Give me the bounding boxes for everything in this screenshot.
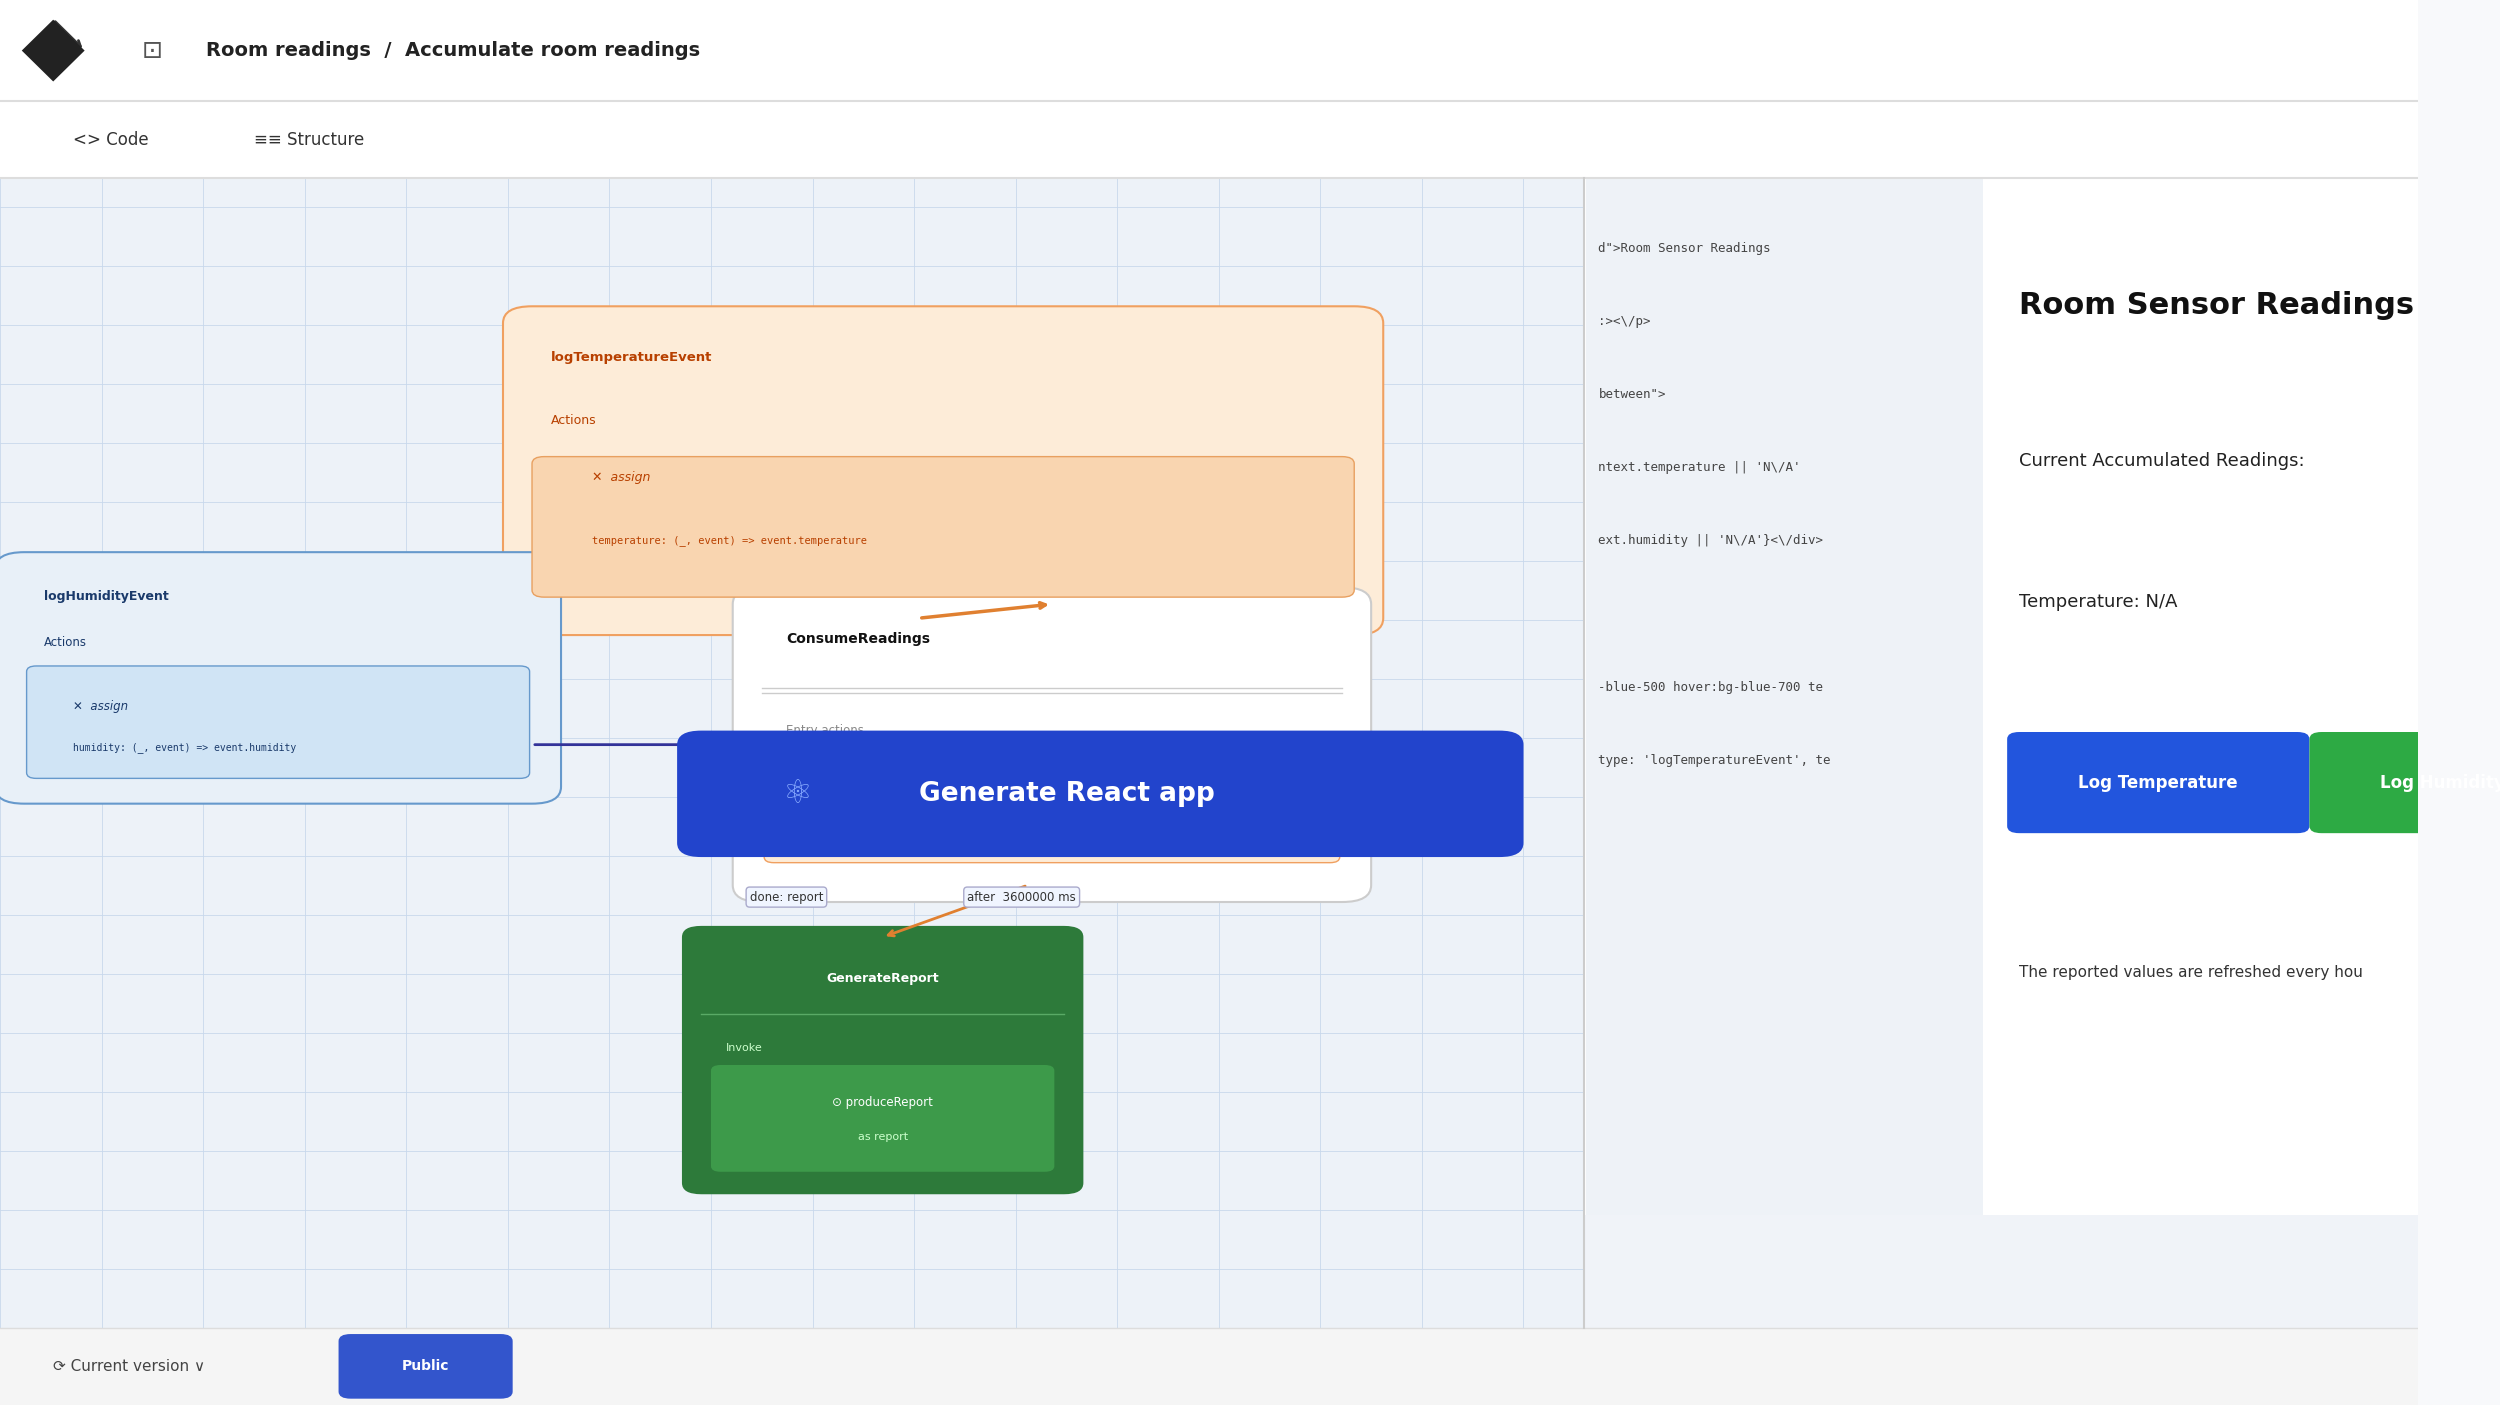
Text: Log Humidity: Log Humidity bbox=[2380, 774, 2500, 791]
FancyBboxPatch shape bbox=[1585, 178, 2418, 1328]
FancyBboxPatch shape bbox=[338, 1335, 512, 1399]
Text: ⚛: ⚛ bbox=[782, 777, 812, 811]
FancyBboxPatch shape bbox=[1585, 178, 2418, 1215]
FancyBboxPatch shape bbox=[2008, 732, 2310, 833]
FancyBboxPatch shape bbox=[0, 178, 1585, 1328]
FancyBboxPatch shape bbox=[710, 1065, 1055, 1172]
FancyBboxPatch shape bbox=[28, 666, 530, 778]
FancyBboxPatch shape bbox=[732, 587, 1370, 902]
Text: Actions: Actions bbox=[42, 636, 88, 649]
FancyBboxPatch shape bbox=[503, 306, 1383, 635]
Text: humidity: (_, event) => event.humidity: humidity: (_, event) => event.humidity bbox=[72, 742, 295, 753]
FancyBboxPatch shape bbox=[0, 0, 2418, 101]
Text: <> Code: <> Code bbox=[72, 131, 148, 149]
Text: Entry actions: Entry actions bbox=[785, 724, 865, 736]
FancyBboxPatch shape bbox=[0, 1328, 2418, 1405]
Text: as report: as report bbox=[858, 1131, 908, 1142]
Text: ⊙ produceReport: ⊙ produceReport bbox=[832, 1096, 932, 1110]
FancyBboxPatch shape bbox=[532, 457, 1355, 597]
Text: The reported values are refreshed every hou: The reported values are refreshed every … bbox=[2020, 965, 2362, 981]
Text: logTemperatureEvent: logTemperatureEvent bbox=[552, 351, 712, 364]
Text: Temperature: N/A: Temperature: N/A bbox=[2020, 593, 2178, 611]
Polygon shape bbox=[22, 20, 85, 81]
Text: ✕  assign: ✕ assign bbox=[72, 700, 127, 714]
FancyBboxPatch shape bbox=[765, 753, 1340, 863]
Text: Actions: Actions bbox=[552, 414, 598, 427]
Text: Room Sensor Readings: Room Sensor Readings bbox=[2020, 291, 2415, 320]
Text: ✕  assign: ✕ assign bbox=[810, 773, 865, 787]
Text: ✕  assign: ✕ assign bbox=[592, 471, 650, 485]
Text: done: report: done: report bbox=[750, 891, 823, 903]
Text: ≡≡ Structure: ≡≡ Structure bbox=[255, 131, 365, 149]
Text: ⟳ Current version ∨: ⟳ Current version ∨ bbox=[52, 1359, 205, 1374]
Text: ConsumeReadings: ConsumeReadings bbox=[785, 632, 930, 646]
FancyBboxPatch shape bbox=[0, 101, 2418, 178]
Text: logHumidityEvent: logHumidityEvent bbox=[42, 590, 168, 603]
Text: between">: between"> bbox=[1598, 388, 1665, 402]
Text: GenerateReport: GenerateReport bbox=[828, 972, 940, 985]
Text: ntext.temperature || 'N\/A': ntext.temperature || 'N\/A' bbox=[1598, 461, 1800, 475]
Text: Generate React app: Generate React app bbox=[920, 781, 1215, 806]
FancyBboxPatch shape bbox=[0, 552, 560, 804]
FancyBboxPatch shape bbox=[1588, 178, 1982, 1215]
Text: humidity:...  temperature:...: humidity:... temperature:... bbox=[810, 823, 992, 835]
Text: after  3600000 ms: after 3600000 ms bbox=[968, 891, 1075, 903]
Text: Public: Public bbox=[402, 1360, 450, 1373]
Text: ⊡: ⊡ bbox=[142, 38, 162, 63]
Text: Invoke: Invoke bbox=[725, 1043, 762, 1052]
Text: :><\/p>: :><\/p> bbox=[1598, 315, 1650, 329]
Text: Room readings  /  Accumulate room readings: Room readings / Accumulate room readings bbox=[205, 41, 700, 60]
Text: -blue-500 hover:bg-blue-700 te: -blue-500 hover:bg-blue-700 te bbox=[1598, 680, 1822, 694]
FancyBboxPatch shape bbox=[2310, 732, 2500, 833]
Text: ext.humidity || 'N\/A'}<\/div>: ext.humidity || 'N\/A'}<\/div> bbox=[1598, 534, 1822, 548]
FancyBboxPatch shape bbox=[682, 926, 1082, 1194]
Text: Log Temperature: Log Temperature bbox=[2078, 774, 2238, 791]
Text: temperature: (_, event) => event.temperature: temperature: (_, event) => event.tempera… bbox=[592, 535, 868, 547]
Text: Current Accumulated Readings:: Current Accumulated Readings: bbox=[2020, 452, 2305, 471]
Text: d">Room Sensor Readings: d">Room Sensor Readings bbox=[1598, 242, 1770, 256]
FancyBboxPatch shape bbox=[678, 731, 1522, 857]
Text: type: 'logTemperatureEvent', te: type: 'logTemperatureEvent', te bbox=[1598, 753, 1830, 767]
